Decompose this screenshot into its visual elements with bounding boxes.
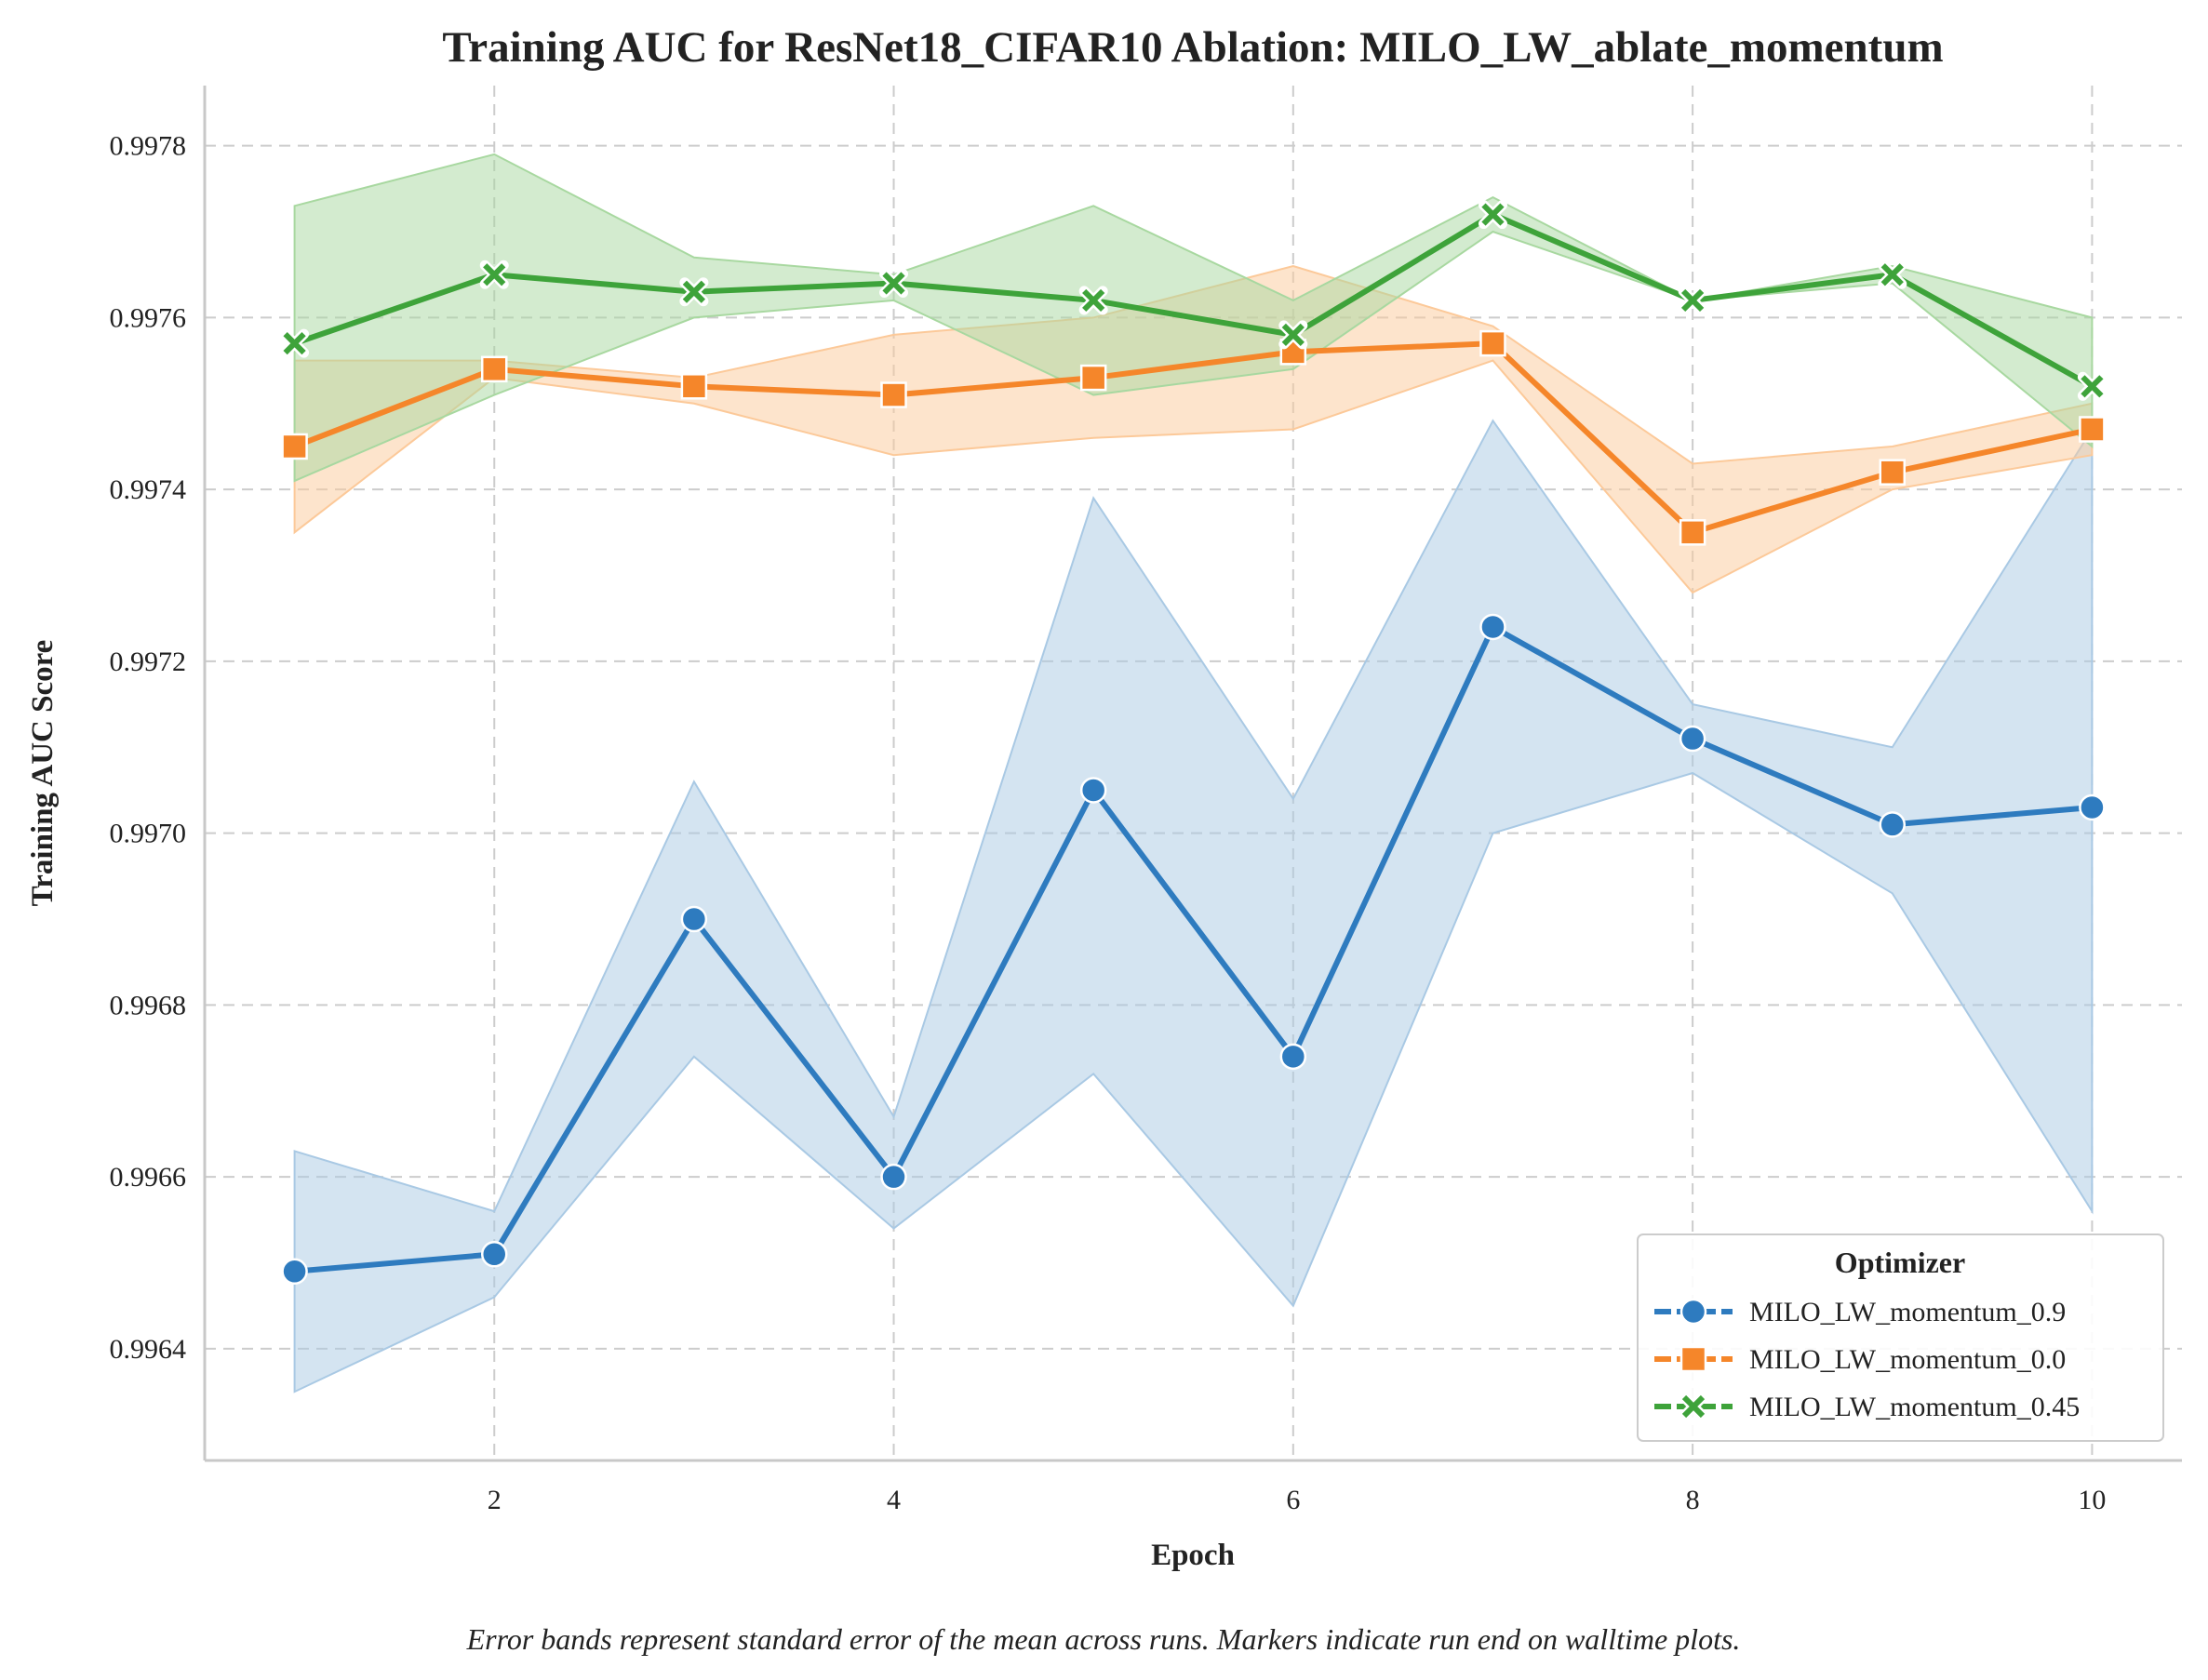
data-point: [1079, 777, 1107, 804]
series-lines: [293, 211, 2094, 1274]
legend-marker: [1679, 1345, 1707, 1373]
legend-marker: [1679, 1298, 1707, 1326]
y-axis-label: Training AUC Score: [26, 640, 60, 907]
data-point: [680, 905, 708, 933]
data-point: [880, 381, 907, 408]
chart-title: Training AUC for ResNet18_CIFAR10 Ablati…: [442, 23, 1943, 72]
data-point: [879, 268, 909, 298]
series-markers: [280, 200, 2107, 1286]
data-point: [1479, 613, 1506, 641]
legend-entry: MILO_LW_momentum_0.45: [1654, 1392, 2080, 1422]
series-line-1: [293, 340, 2094, 536]
data-point: [1879, 811, 1907, 838]
figure-caption: Error bands represent standard error of …: [466, 1622, 1741, 1656]
data-point: [1279, 1043, 1307, 1071]
data-point: [1478, 200, 1507, 230]
data-point: [1679, 519, 1706, 546]
legend-entry: MILO_LW_momentum_0.9: [1654, 1297, 2066, 1327]
data-point: [480, 355, 508, 383]
data-point: [880, 1163, 907, 1191]
legend-marker: [1679, 1392, 1708, 1421]
data-point: [680, 373, 708, 400]
y-tick-labels: 0.9964 0.9966 0.9968 0.9970 0.9972 0.9974 0.99…: [110, 131, 187, 1365]
data-point: [1878, 260, 1907, 289]
legend-entry: MILO_LW_momentum_0.0: [1654, 1344, 2066, 1375]
data-point: [281, 1258, 308, 1286]
x-tick-label: 6: [1286, 1485, 1300, 1515]
legend-label: MILO_LW_momentum_0.0: [1749, 1344, 2066, 1375]
data-point: [281, 433, 308, 460]
legend-label: MILO_LW_momentum_0.45: [1749, 1392, 2080, 1422]
data-point: [480, 1241, 508, 1268]
x-axis-label: Epoch: [1151, 1539, 1235, 1572]
series-line-2: [293, 211, 2094, 389]
data-point: [2079, 793, 2106, 821]
x-tick-label: 4: [887, 1485, 901, 1515]
data-point: [1678, 286, 1707, 315]
data-point: [1078, 286, 1108, 315]
data-point: [2079, 416, 2106, 443]
y-tick-label: 0.9978: [110, 131, 187, 162]
data-point: [1479, 329, 1506, 357]
data-point: [479, 260, 509, 289]
error-bands: [293, 153, 2094, 1393]
data-point: [1278, 320, 1308, 350]
data-point: [280, 328, 310, 358]
y-tick-label: 0.9974: [110, 474, 187, 505]
y-tick-label: 0.9976: [110, 302, 187, 333]
x-tick-label: 2: [488, 1485, 502, 1515]
y-tick-label: 0.9966: [110, 1162, 187, 1193]
legend-box: [1637, 1233, 2164, 1442]
x-tick-labels: 2 4 6 8 10: [488, 1485, 2107, 1515]
data-point: [1679, 725, 1706, 753]
y-tick-label: 0.9968: [110, 990, 187, 1020]
y-tick-label: 0.9972: [110, 647, 187, 677]
data-point: [1879, 459, 1907, 486]
legend-label: MILO_LW_momentum_0.9: [1749, 1297, 2066, 1327]
legend-title: Optimizer: [1835, 1246, 1965, 1279]
y-tick-label: 0.9964: [110, 1334, 187, 1365]
x-tick-label: 8: [1686, 1485, 1700, 1515]
error-band-0: [293, 419, 2094, 1393]
axes-spines: [203, 86, 2182, 1462]
series-line-0: [294, 623, 2093, 1274]
data-point: [679, 277, 709, 307]
data-point: [1079, 364, 1107, 392]
y-tick-label: 0.9970: [110, 819, 187, 849]
data-point: [2077, 371, 2107, 401]
x-tick-label: 10: [2078, 1485, 2106, 1515]
legend-entries: MILO_LW_momentum_0.9 MILO_LW_momentum_0.0…: [1654, 1297, 2080, 1422]
legend: Optimizer MILO_LW_momentum_0.9MILO_LW_mo…: [1637, 1233, 2164, 1442]
